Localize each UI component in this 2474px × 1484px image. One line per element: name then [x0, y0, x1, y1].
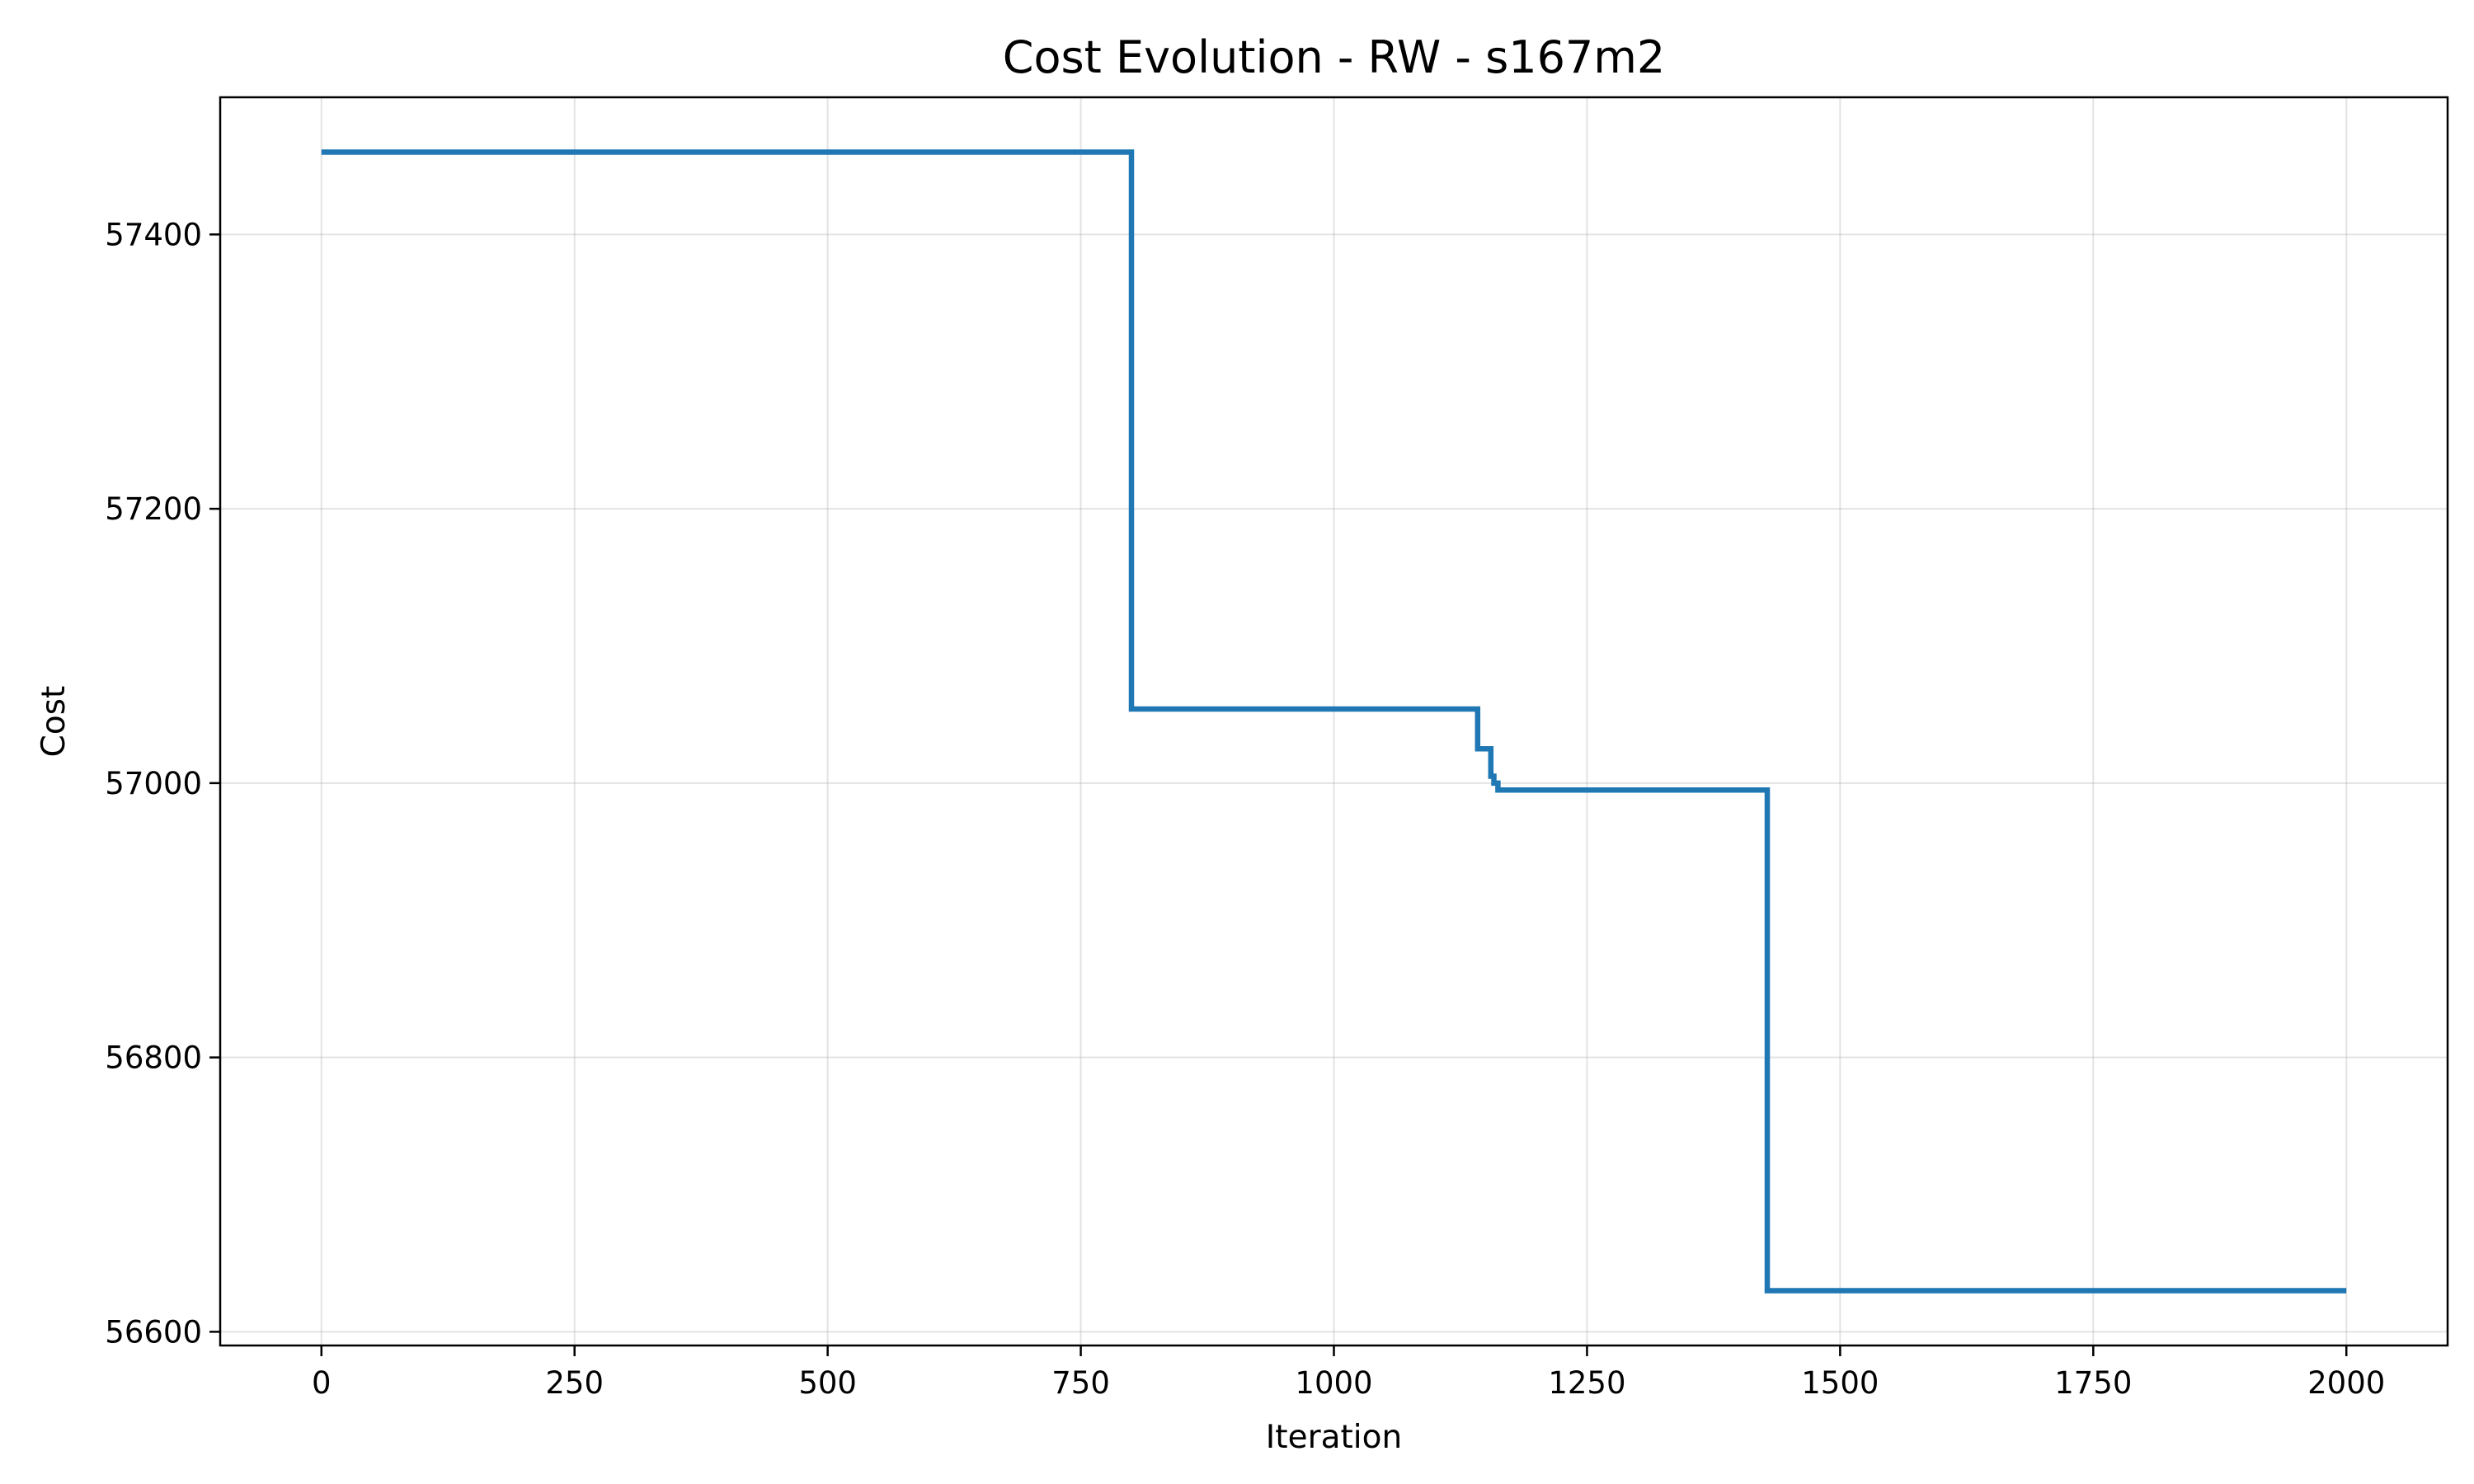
x-tick-label: 500 — [798, 1365, 857, 1401]
x-tick-label: 750 — [1051, 1365, 1110, 1401]
y-axis-title: Cost — [35, 686, 73, 758]
x-axis-title: Iteration — [1266, 1419, 1402, 1456]
x-tick-label: 1500 — [1801, 1365, 1879, 1401]
chart-title: Cost Evolution - RW - s167m2 — [1003, 31, 1666, 83]
y-tick-label: 57200 — [105, 491, 202, 527]
x-tick-label: 1000 — [1295, 1365, 1372, 1401]
axis-ticks: 0 250 500 750 1000 1250 1500 1750 2000 56600 56800… — [105, 217, 2385, 1401]
x-tick-label: 250 — [545, 1365, 604, 1401]
cost-series-line — [321, 149, 2347, 1294]
y-tick-label: 57000 — [105, 766, 202, 801]
y-tick-label: 57400 — [105, 217, 202, 252]
grid — [220, 97, 2448, 1345]
y-tick-label: 56800 — [105, 1040, 202, 1076]
x-tick-label: 2000 — [2307, 1365, 2385, 1401]
series-layer — [321, 149, 2347, 1294]
x-tick-label: 0 — [312, 1365, 332, 1401]
y-tick-label: 56600 — [105, 1314, 202, 1350]
x-tick-label: 1250 — [1548, 1365, 1625, 1401]
x-tick-label: 1750 — [2054, 1365, 2132, 1401]
